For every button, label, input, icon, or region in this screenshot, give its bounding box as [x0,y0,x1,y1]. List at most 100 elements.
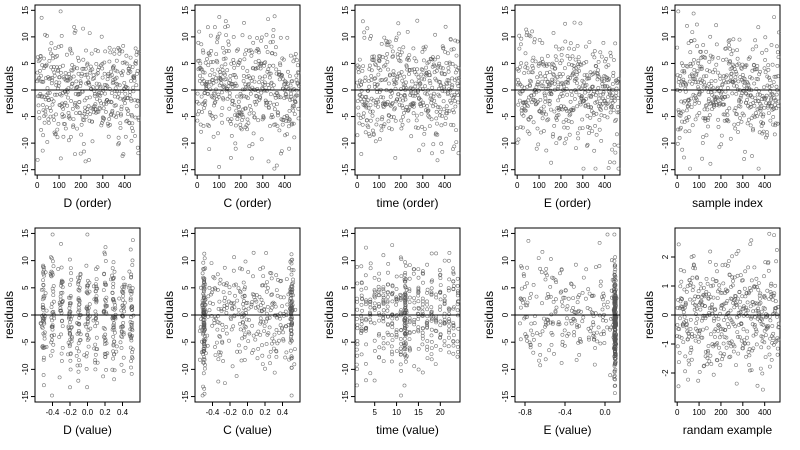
residual-point [429,117,434,122]
residual-point [136,118,141,122]
residual-point [530,70,535,75]
residual-point [278,295,283,300]
residual-point [552,73,556,77]
residual-point [251,333,256,338]
residual-point [421,312,425,317]
residual-point [235,117,240,122]
residual-point [223,56,228,61]
residual-point [76,91,81,96]
residual-point [61,107,66,111]
residual-point [360,19,365,24]
residual-point [523,108,528,113]
residual-point [103,337,108,342]
residual-point [451,305,456,310]
residual-point [737,335,742,340]
residual-point [732,122,737,127]
residual-point [697,101,702,105]
residual-point [89,106,94,111]
residual-point [84,366,89,371]
scatter-points [197,250,298,398]
residual-point [440,114,445,119]
residual-point [292,347,297,352]
x-axis-label: D (value) [63,423,112,437]
y-tick-label: -10 [181,363,190,375]
residual-point [385,60,390,64]
residual-point [241,328,246,333]
residual-point [710,56,715,61]
residual-point [745,97,750,102]
residual-point [58,65,62,70]
residual-point [378,68,383,73]
residual-point [764,48,769,53]
residual-point [758,296,762,301]
residual-point [134,104,139,109]
residual-point [762,106,767,110]
residual-point [749,368,754,373]
residual-point [438,335,443,340]
residual-point [390,292,395,297]
residual-point [76,369,81,374]
residual-point [770,324,775,328]
residual-point [592,148,597,153]
residual-point [278,316,283,321]
residual-point [377,355,382,360]
residual-point [540,41,545,45]
residual-point [761,322,766,327]
residual-point [219,307,224,312]
residual-point [102,310,106,315]
residual-point [421,280,425,285]
residual-point [361,64,366,69]
y-tick-label: 10 [501,32,510,41]
residual-point [540,60,545,64]
residual-point [111,298,116,303]
residual-point [540,301,544,306]
residual-point [242,52,247,57]
residual-point [707,359,712,364]
residual-point [242,20,246,25]
residual-point [688,50,693,55]
residual-point [355,281,360,286]
residual-point [729,344,734,349]
residual-point [438,109,443,114]
residual-point [369,68,374,73]
residual-point [566,75,571,80]
residual-point [264,88,269,93]
residual-point [729,339,734,344]
residual-point [754,329,759,334]
residual-point [703,304,707,309]
residual-point [596,72,600,76]
residual-point [367,310,372,315]
residual-point [425,262,430,267]
residual-point [446,69,451,74]
residual-point [525,281,529,286]
residual-point [555,87,560,91]
residual-point [292,55,297,60]
residual-point [242,94,247,99]
residual-point [218,334,223,339]
residual-point [268,92,273,97]
residual-point [762,66,767,71]
residual-point [584,296,588,301]
residual-point [435,158,440,163]
residual-point [103,327,107,331]
residual-point [725,113,730,117]
residual-point [407,53,412,58]
residual-point [434,68,439,73]
residual-point [201,360,206,365]
residual-point [93,309,98,314]
residual-point [118,340,123,345]
residual-point [78,363,83,368]
residual-point [210,95,215,100]
residual-point [402,111,406,115]
residual-point [109,100,114,105]
residual-point [416,299,421,304]
residual-point [219,77,223,82]
residual-point [610,147,615,152]
residual-point [242,332,247,337]
residual-point [690,275,695,280]
residual-point [372,306,377,311]
residual-point [414,72,419,77]
residual-point [541,104,546,109]
residual-point [56,122,61,126]
residual-point [528,78,532,83]
